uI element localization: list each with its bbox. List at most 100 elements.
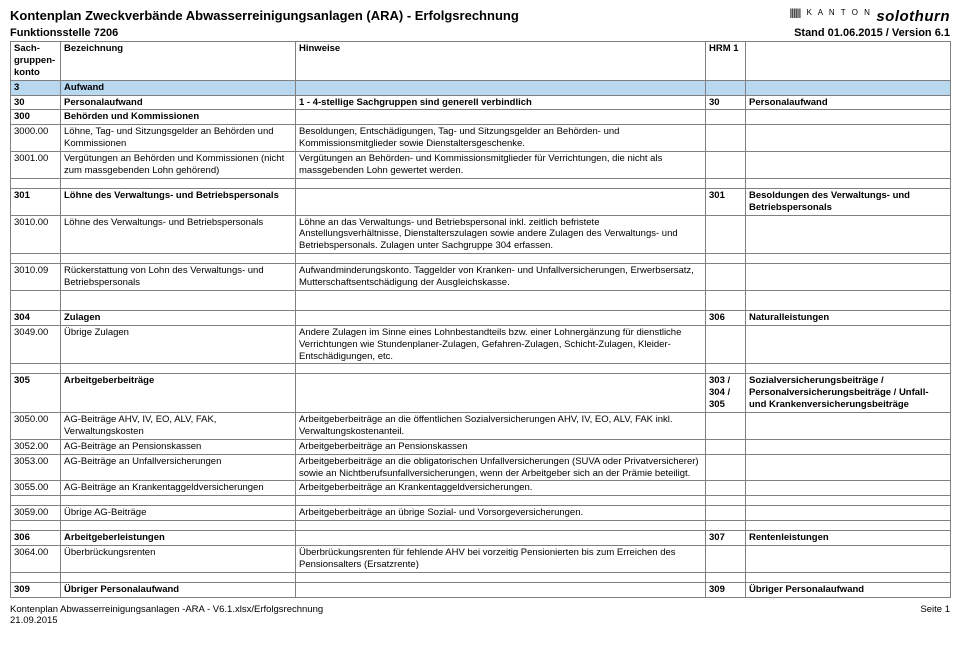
table-row bbox=[11, 290, 951, 300]
cell-hrm1 bbox=[706, 125, 746, 152]
funktionsstelle: Funktionsstelle 7206 bbox=[10, 27, 118, 39]
col-hrmtext bbox=[746, 42, 951, 81]
page-title: Kontenplan Zweckverbände Abwasserreinigu… bbox=[10, 8, 519, 23]
cell-hinw: Andere Zulagen im Sinne eines Lohnbestan… bbox=[296, 325, 706, 364]
logo-kanton: K A N T O N bbox=[807, 8, 872, 17]
cell-bez: Löhne des Verwaltungs- und Betriebsperso… bbox=[61, 188, 296, 215]
table-row: 3064.00ÜberbrückungsrentenÜberbrückungsr… bbox=[11, 546, 951, 573]
cell-hinw: Arbeitgeberbeiträge an Pensionskassen bbox=[296, 439, 706, 454]
cell-hrmtext: Naturalleistungen bbox=[746, 310, 951, 325]
footer-file: Kontenplan Abwasserreinigungsanlagen -AR… bbox=[10, 604, 323, 615]
table-row: 304Zulagen306Naturalleistungen bbox=[11, 310, 951, 325]
footer-page: Seite 1 bbox=[920, 604, 950, 626]
cell-hinw bbox=[296, 80, 706, 95]
cell-hinw bbox=[296, 110, 706, 125]
col-hrm1: HRM 1 bbox=[706, 42, 746, 81]
table-row bbox=[11, 178, 951, 188]
cell-hrmtext bbox=[746, 454, 951, 481]
cell-konto: 306 bbox=[11, 531, 61, 546]
table-row: 3010.09Rückerstattung von Lohn des Verwa… bbox=[11, 264, 951, 291]
cell-bez: Übrige Zulagen bbox=[61, 325, 296, 364]
table-row bbox=[11, 364, 951, 374]
table-row: 3059.00Übrige AG-BeiträgeArbeitgeberbeit… bbox=[11, 506, 951, 521]
cell-hrm1: 307 bbox=[706, 531, 746, 546]
table-row: 3053.00AG-Beiträge an Unfallversicherung… bbox=[11, 454, 951, 481]
table-row: 3010.00Löhne des Verwaltungs- und Betrie… bbox=[11, 215, 951, 254]
cell-konto: 305 bbox=[11, 374, 61, 413]
cell-bez: AG-Beiträge an Pensionskassen bbox=[61, 439, 296, 454]
cell-hrm1 bbox=[706, 325, 746, 364]
cell-hinw: Aufwandminderungskonto. Taggelder von Kr… bbox=[296, 264, 706, 291]
table-row bbox=[11, 300, 951, 310]
table-row: 300Behörden und Kommissionen bbox=[11, 110, 951, 125]
cell-hrmtext: Sozialversicherungsbeiträge / Personalve… bbox=[746, 374, 951, 413]
cell-konto: 3064.00 bbox=[11, 546, 61, 573]
footer-date: 21.09.2015 bbox=[10, 615, 323, 626]
cell-hrmtext bbox=[746, 546, 951, 573]
sub-header: Funktionsstelle 7206 Stand 01.06.2015 / … bbox=[10, 27, 950, 39]
cell-hinw bbox=[296, 582, 706, 597]
cell-bez: AG-Beiträge AHV, IV, EO, ALV, FAK, Verwa… bbox=[61, 413, 296, 440]
cell-hrmtext bbox=[746, 110, 951, 125]
cell-hinw bbox=[296, 310, 706, 325]
cell-bez: Rückerstattung von Lohn des Verwaltungs-… bbox=[61, 264, 296, 291]
logo-name: solothurn bbox=[876, 8, 950, 25]
table-header-row: Sach-gruppen-konto Bezeichnung Hinweise … bbox=[11, 42, 951, 81]
table-row: 3055.00AG-Beiträge an Krankentaggeldvers… bbox=[11, 481, 951, 496]
cell-hrm1 bbox=[706, 215, 746, 254]
cell-bez: Aufwand bbox=[61, 80, 296, 95]
cell-hinw: 1 - 4-stellige Sachgruppen sind generell… bbox=[296, 95, 706, 110]
cell-bez: Arbeitgeberbeiträge bbox=[61, 374, 296, 413]
kontenplan-table: Sach-gruppen-konto Bezeichnung Hinweise … bbox=[10, 41, 951, 598]
cell-bez: Löhne, Tag- und Sitzungsgelder an Behörd… bbox=[61, 125, 296, 152]
table-row bbox=[11, 572, 951, 582]
cell-bez: Überbrückungsrenten bbox=[61, 546, 296, 573]
cell-hrmtext bbox=[746, 481, 951, 496]
cell-hrmtext bbox=[746, 325, 951, 364]
cell-hrmtext: Personalaufwand bbox=[746, 95, 951, 110]
cell-hrmtext bbox=[746, 80, 951, 95]
cell-hinw: Arbeitgeberbeiträge an die obligatorisch… bbox=[296, 454, 706, 481]
cell-hrm1 bbox=[706, 546, 746, 573]
cell-hrm1 bbox=[706, 80, 746, 95]
table-row: 30 Personalaufwand 1 - 4-stellige Sachgrup… bbox=[11, 95, 951, 110]
cell-hrmtext bbox=[746, 215, 951, 254]
footer-left: Kontenplan Abwasserreinigungsanlagen -AR… bbox=[10, 604, 323, 626]
cell-konto: 3050.00 bbox=[11, 413, 61, 440]
table-row: 3049.00Übrige ZulagenAndere Zulagen im S… bbox=[11, 325, 951, 364]
cell-hrm1 bbox=[706, 413, 746, 440]
cell-hrmtext: Besoldungen des Verwaltungs- und Betrieb… bbox=[746, 188, 951, 215]
table-row bbox=[11, 521, 951, 531]
stand-version: Stand 01.06.2015 / Version 6.1 bbox=[794, 27, 950, 39]
cell-konto: 301 bbox=[11, 188, 61, 215]
cell-bez: Löhne des Verwaltungs- und Betriebsperso… bbox=[61, 215, 296, 254]
footer: Kontenplan Abwasserreinigungsanlagen -AR… bbox=[10, 604, 950, 626]
table-row bbox=[11, 254, 951, 264]
cell-konto: 3 bbox=[11, 80, 61, 95]
header: Kontenplan Zweckverbände Abwasserreinigu… bbox=[10, 8, 950, 25]
cell-bez: AG-Beiträge an Krankentaggeldversicherun… bbox=[61, 481, 296, 496]
table-body: 3Aufwand30 Personalaufwand 1 - 4-stellige … bbox=[11, 80, 951, 597]
cell-hinw bbox=[296, 374, 706, 413]
col-konto: Sach-gruppen-konto bbox=[11, 42, 61, 81]
cell-konto: 3052.00 bbox=[11, 439, 61, 454]
cell-bez: Übrige AG-Beiträge bbox=[61, 506, 296, 521]
cell-hrm1: 309 bbox=[706, 582, 746, 597]
cell-bez: Vergütungen an Behörden und Kommissionen… bbox=[61, 152, 296, 179]
table-row: 309Übriger Personalaufwand309Übriger Per… bbox=[11, 582, 951, 597]
cell-konto: 3055.00 bbox=[11, 481, 61, 496]
cell-hrm1 bbox=[706, 481, 746, 496]
table-row: 305Arbeitgeberbeiträge303 / 304 / 305Soz… bbox=[11, 374, 951, 413]
cell-hrm1: 301 bbox=[706, 188, 746, 215]
cell-hinw: Überbrückungsrenten für fehlende AHV bei… bbox=[296, 546, 706, 573]
cell-hinw: Vergütungen an Behörden- und Kommissions… bbox=[296, 152, 706, 179]
cell-hrmtext bbox=[746, 506, 951, 521]
cell-konto: 300 bbox=[11, 110, 61, 125]
cell-konto: 3049.00 bbox=[11, 325, 61, 364]
cell-hrm1 bbox=[706, 454, 746, 481]
table-row: 3052.00AG-Beiträge an PensionskassenArbe… bbox=[11, 439, 951, 454]
logo-bars-icon: |||||| bbox=[789, 8, 800, 19]
table-row: 3050.00AG-Beiträge AHV, IV, EO, ALV, FAK… bbox=[11, 413, 951, 440]
cell-konto: 30 bbox=[11, 95, 61, 110]
logo: |||||| K A N T O N solothurn bbox=[789, 8, 950, 25]
